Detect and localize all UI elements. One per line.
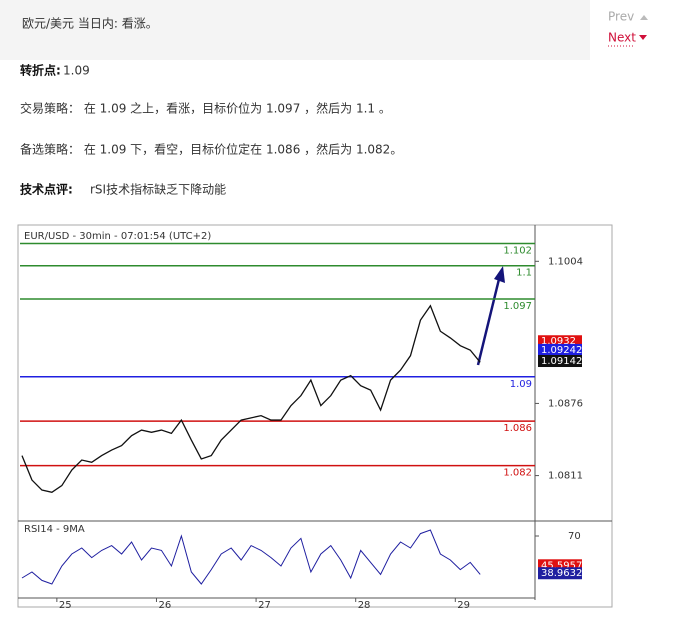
- level-label: 1.082: [503, 468, 532, 479]
- x-tick-label: 25: [59, 600, 72, 611]
- price-tag-label: 1.0932: [541, 336, 576, 347]
- x-tick-label: 29: [457, 600, 470, 611]
- price-tag: [538, 343, 582, 356]
- y-tick-label: 1.1004: [548, 256, 583, 267]
- level-label: 1.102: [503, 246, 532, 257]
- y-tick-label: 1.0811: [548, 471, 583, 482]
- pivot-text: 1.09: [63, 64, 90, 78]
- rsi-tag-label: 45.5957: [541, 560, 582, 571]
- y-tick-label: 1.0876: [548, 398, 583, 409]
- forecast-arrowhead: [494, 266, 505, 283]
- x-tick-label: 27: [258, 600, 271, 611]
- price-line: [21, 304, 481, 493]
- pivot-label: 转折点:: [20, 63, 61, 78]
- next-icon: [639, 35, 647, 40]
- strategy: 交易策略： 在 1.09 之上，看涨，目标价位为 1.097 ，然后为 1.1 …: [20, 101, 391, 116]
- level-label: 1.09: [510, 379, 532, 390]
- level-label: 1.097: [503, 301, 532, 312]
- price-tag: [538, 355, 582, 368]
- x-tick-label: 28: [358, 600, 371, 611]
- chart-title: EUR/USD - 30min - 07:01:54 (UTC+2): [24, 231, 211, 242]
- header-box: [0, 0, 590, 60]
- level-label: 1.086: [503, 423, 532, 434]
- rsi-tag-label: 38.9632: [541, 568, 582, 579]
- prev-icon: [640, 15, 648, 20]
- next-link[interactable]: Next: [608, 31, 636, 45]
- chart-frame: [17, 224, 613, 608]
- rsi-tag: [538, 567, 582, 580]
- comment-label: 技术点评:: [20, 182, 73, 197]
- x-tick-label: 26: [158, 600, 171, 611]
- rsi-line: [21, 529, 481, 585]
- comment-text: rSI技术指标缺乏下降动能: [90, 182, 226, 197]
- price-tag-label: 1.09142: [541, 356, 582, 367]
- forecast-arrow: [476, 274, 502, 366]
- header-title: 欧元/美元 当日内: 看涨。: [22, 16, 158, 31]
- price-tag-label: 1.09242: [541, 345, 582, 356]
- alternative: 备选策略： 在 1.09 下，看空，目标价位定在 1.086 ，然后为 1.08…: [20, 142, 402, 157]
- rsi-title: RSI14 - 9MA: [24, 524, 85, 535]
- prev-link[interactable]: Prev: [608, 10, 634, 24]
- rsi-y-tick-label: 70: [568, 531, 581, 542]
- level-label: 1.1: [516, 268, 532, 279]
